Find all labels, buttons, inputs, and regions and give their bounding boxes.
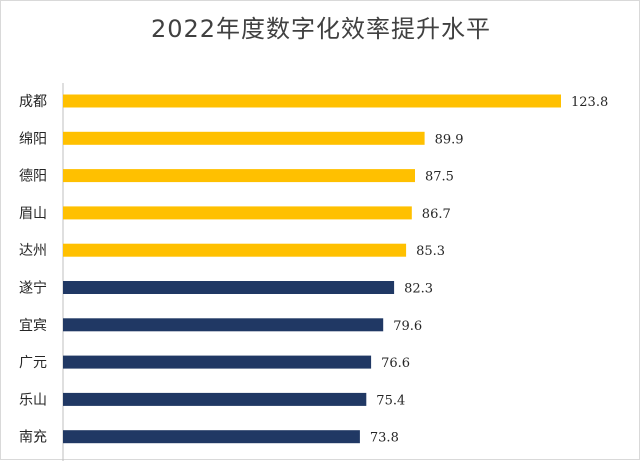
- value-label-0: 123.8: [571, 95, 608, 110]
- bar-6: [63, 318, 384, 332]
- bar-0: [63, 94, 561, 108]
- category-label-4: 达州: [19, 243, 47, 259]
- category-label-6: 宜宾: [19, 318, 47, 334]
- value-label-9: 73.8: [370, 431, 399, 446]
- bar-3: [63, 206, 412, 220]
- value-label-4: 85.3: [416, 244, 445, 259]
- value-label-8: 75.4: [376, 393, 405, 408]
- value-label-3: 86.7: [422, 207, 451, 222]
- bar-2: [63, 169, 415, 183]
- bar-8: [63, 392, 367, 406]
- category-label-1: 绵阳: [19, 130, 47, 147]
- bar-7: [63, 355, 372, 369]
- bar-1: [63, 131, 425, 145]
- bar-5: [63, 281, 395, 294]
- value-label-7: 76.6: [381, 356, 410, 371]
- category-label-3: 眉山: [19, 206, 47, 222]
- category-label-5: 遂宁: [19, 280, 47, 297]
- bars-group: 成都 123.8 绵阳 89.9 德阳 87.5 眉山 86.7 达州 85.3 遂宁 82.3 宜宾 7…: [19, 94, 608, 446]
- value-label-2: 87.5: [425, 170, 454, 185]
- category-label-9: 南充: [19, 430, 47, 446]
- value-label-6: 79.6: [393, 319, 422, 334]
- category-label-8: 乐山: [19, 392, 47, 408]
- category-label-0: 成都: [19, 94, 47, 110]
- value-label-5: 82.3: [404, 282, 433, 297]
- chart-title: 2022年度数字化效率提升水平: [150, 15, 492, 43]
- category-label-2: 德阳: [19, 169, 47, 185]
- category-label-7: 广元: [19, 355, 47, 371]
- bar-4: [63, 243, 407, 257]
- bar-9: [63, 430, 360, 444]
- value-label-1: 89.9: [435, 132, 464, 147]
